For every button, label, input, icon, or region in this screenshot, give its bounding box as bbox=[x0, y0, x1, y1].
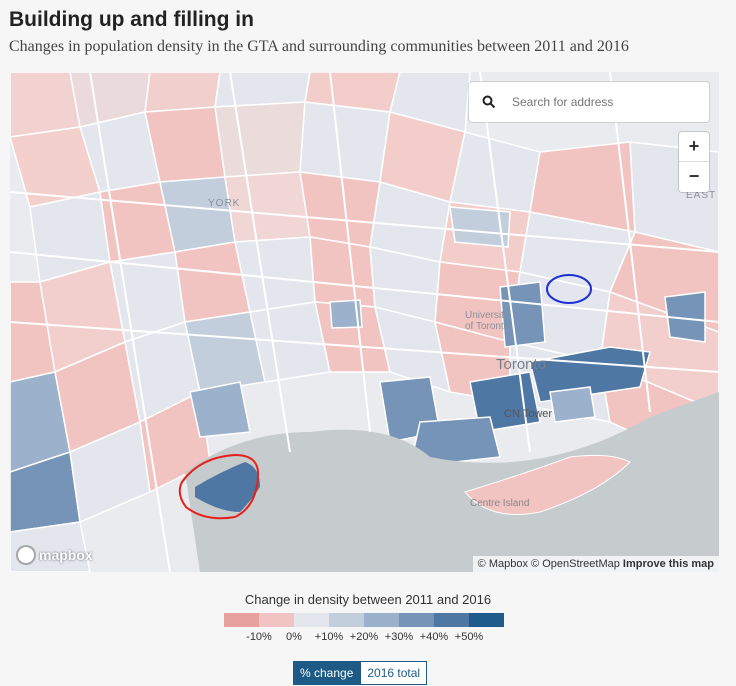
label-east: EAST bbox=[686, 190, 717, 201]
legend-swatch bbox=[434, 613, 469, 627]
humber-bay-tract bbox=[195, 462, 260, 512]
legend-swatch bbox=[329, 613, 364, 627]
lake-ontario bbox=[185, 392, 719, 572]
attribution-osm-link[interactable]: © OpenStreetMap bbox=[531, 558, 620, 570]
search-icon bbox=[482, 95, 496, 109]
total-2016-button[interactable]: 2016 total bbox=[360, 661, 428, 685]
legend-swatch bbox=[224, 613, 259, 627]
label-toronto: Toronto bbox=[496, 356, 547, 373]
zoom-in-button[interactable]: + bbox=[688, 136, 700, 156]
legend-title: Change in density between 2011 and 2016 bbox=[244, 592, 492, 607]
zoom-out-button[interactable]: − bbox=[688, 166, 700, 186]
mapbox-logo-text: mapbox bbox=[39, 547, 93, 563]
legend-swatches bbox=[224, 613, 504, 627]
legend-swatch bbox=[399, 613, 434, 627]
map-attribution: © Mapbox © OpenStreetMap Improve this ma… bbox=[472, 556, 719, 572]
search-input[interactable] bbox=[510, 94, 704, 110]
legend-swatch bbox=[364, 613, 399, 627]
map-canvas[interactable] bbox=[10, 72, 719, 572]
zoom-control: + − bbox=[679, 132, 709, 192]
page-subtitle: Changes in population density in the GTA… bbox=[9, 38, 629, 55]
legend-tick-label: +20% bbox=[349, 631, 379, 643]
label-centre-island: Centre Island bbox=[470, 498, 530, 509]
legend-tick-label: -10% bbox=[246, 631, 272, 643]
zoom-divider bbox=[679, 161, 709, 162]
mapbox-logo[interactable]: mapbox bbox=[16, 545, 93, 565]
legend-tick-label: +30% bbox=[384, 631, 414, 643]
metric-toggle: % change 2016 total bbox=[293, 661, 428, 685]
percent-change-button[interactable]: % change bbox=[293, 661, 361, 685]
roads bbox=[10, 72, 719, 572]
page-title: Building up and filling in bbox=[9, 8, 254, 31]
mapbox-logo-icon bbox=[16, 545, 36, 565]
attribution-mapbox-link[interactable]: © Mapbox bbox=[477, 558, 528, 570]
label-york: YORK bbox=[208, 198, 241, 209]
blue-annotation-circle bbox=[546, 274, 592, 304]
legend-tick-label: +10% bbox=[314, 631, 344, 643]
legend-tick-label: +40% bbox=[419, 631, 449, 643]
toronto-islands bbox=[464, 454, 631, 515]
label-cn-tower: CN Tower bbox=[504, 408, 553, 420]
legend-swatch bbox=[259, 613, 294, 627]
legend-tick-label: 0% bbox=[286, 631, 302, 643]
density-map[interactable]: YORK University of Toronto Toronto CN To… bbox=[10, 72, 719, 572]
address-search-box[interactable] bbox=[469, 82, 709, 122]
red-annotation-circle bbox=[178, 453, 260, 520]
legend-swatch bbox=[294, 613, 329, 627]
legend-tick-label: +50% bbox=[454, 631, 484, 643]
legend-ticks: -10% 0% +10% +20% +30% +40% +50% bbox=[224, 631, 524, 647]
legend-swatch bbox=[469, 613, 504, 627]
attribution-improve-link[interactable]: Improve this map bbox=[622, 558, 714, 570]
label-university: University of Toronto bbox=[465, 310, 510, 332]
